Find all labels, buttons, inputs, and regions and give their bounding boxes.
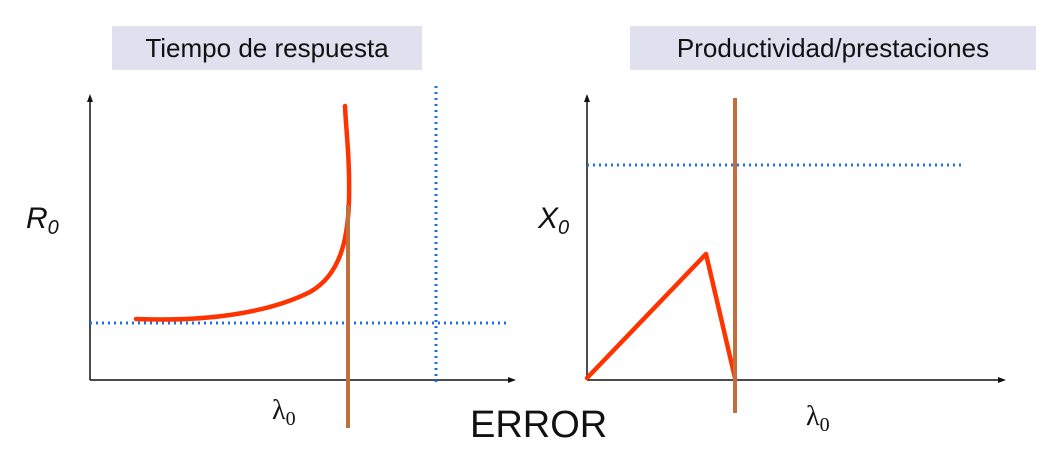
- left-panel: R0 λ0: [26, 86, 516, 430]
- right-y-axis-label: X0: [537, 202, 569, 239]
- throughput-title: Productividad/prestaciones: [630, 26, 1036, 70]
- response-time-title: Tiempo de respuesta: [112, 26, 422, 70]
- left-x-axis-label: λ0: [272, 395, 296, 430]
- right-x-axis-label: λ0: [806, 401, 830, 436]
- error-label: ERROR: [470, 404, 607, 446]
- response-time-curve: [133, 103, 352, 322]
- left-y-axis-label: R0: [26, 202, 59, 239]
- throughput-curve: [584, 251, 738, 381]
- right-panel: X0 λ0: [537, 94, 1006, 436]
